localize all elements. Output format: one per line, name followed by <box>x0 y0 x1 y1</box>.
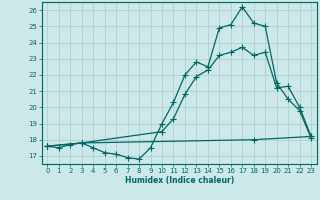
X-axis label: Humidex (Indice chaleur): Humidex (Indice chaleur) <box>124 176 234 185</box>
